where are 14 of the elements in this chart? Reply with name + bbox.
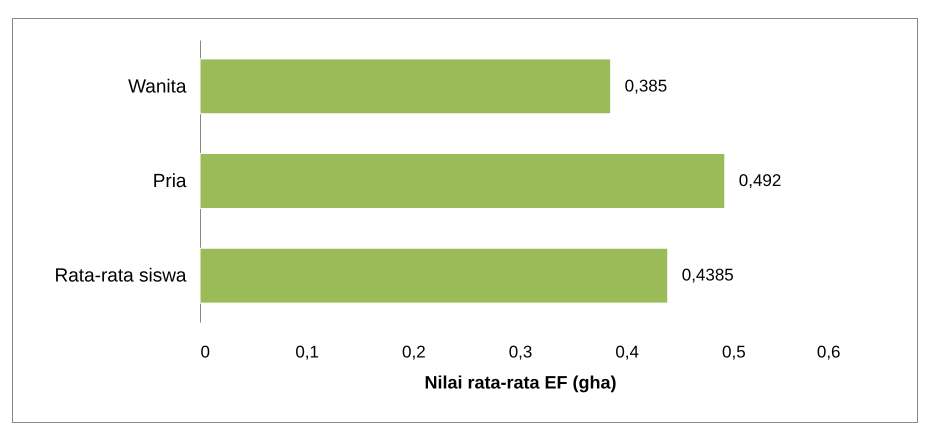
x-tick-label: 0,1 [295,342,319,362]
x-axis-title: Nilai rata-rata EF (gha) [424,372,617,392]
x-tick-label: 0 [200,342,210,362]
y-tick-label: Rata-rata siswa [54,266,187,287]
x-tick-label: 0,5 [722,342,746,362]
data-label: 0,385 [624,76,668,96]
data-label: 0,4385 [682,266,734,285]
x-tick-label: 0,2 [402,342,426,362]
y-tick-label: Wanita [128,76,187,98]
x-tick-label: 0,4 [615,342,639,362]
y-tick-label: Pria [152,171,187,192]
x-tick-label: 0,3 [508,342,532,362]
data-label: 0,492 [738,171,782,190]
x-tick-label: 0,6 [816,342,840,362]
